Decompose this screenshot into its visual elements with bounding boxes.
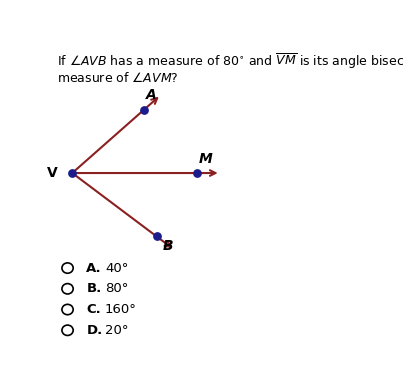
Text: V: V	[48, 166, 58, 180]
Text: B: B	[163, 239, 173, 253]
Text: measure of $\angle$$\it{AVM}$?: measure of $\angle$$\it{AVM}$?	[56, 71, 178, 85]
Point	[194, 170, 200, 176]
Text: M: M	[199, 152, 212, 166]
Point	[69, 170, 75, 176]
Text: D.: D.	[86, 324, 102, 337]
Text: C.: C.	[86, 303, 101, 316]
Text: 80°: 80°	[105, 282, 129, 295]
Point	[153, 233, 160, 239]
Text: If $\angle$$\it{AVB}$ has a measure of 80$^{\circ}$ and $\overline{\it{VM}}$ is : If $\angle$$\it{AVB}$ has a measure of 8…	[56, 52, 403, 71]
Text: 160°: 160°	[105, 303, 137, 316]
Text: 20°: 20°	[105, 324, 129, 337]
Point	[141, 107, 147, 113]
Text: A: A	[145, 89, 156, 102]
Text: 40°: 40°	[105, 261, 129, 275]
Text: B.: B.	[86, 282, 102, 295]
Text: A.: A.	[86, 261, 102, 275]
